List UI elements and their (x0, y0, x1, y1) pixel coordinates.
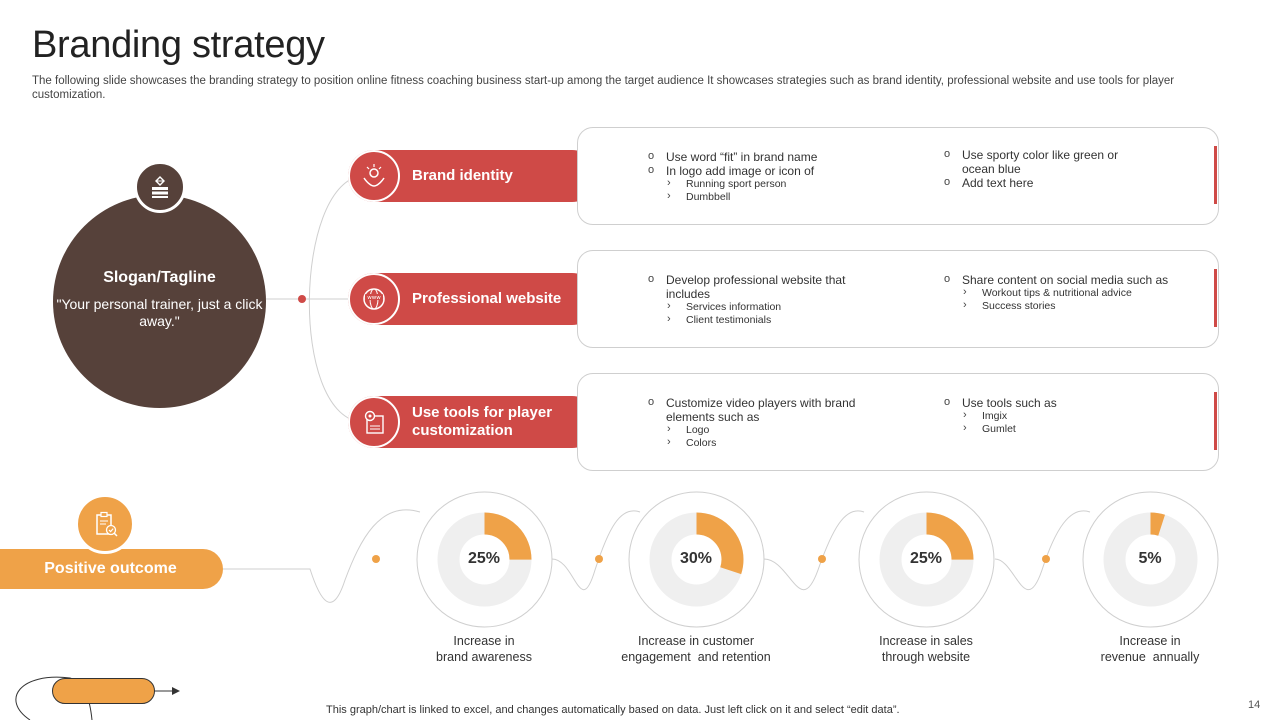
donut-segment (437, 512, 531, 606)
donut-chart: 30% (628, 491, 765, 628)
slogan-text: "Your personal trainer, just a click awa… (56, 296, 263, 329)
diamond-book-icon (134, 161, 186, 213)
donut-label-line: through website (881, 650, 971, 664)
wave-dot (372, 555, 380, 563)
strategy-label: Use tools for player customization (412, 404, 553, 439)
sub-item: Client testimonials (648, 313, 848, 327)
page-subtitle: The following slide showcases the brandi… (32, 75, 1175, 101)
donut-chart: 25% (858, 491, 995, 628)
sub-item: Success stories (944, 299, 1194, 313)
slogan-circle: Slogan/Tagline "Your personal trainer, j… (53, 195, 266, 408)
bullet-item: Develop professional website that includ… (648, 272, 848, 301)
clipboard-check-icon (75, 494, 135, 554)
donut-label-line: Increase in (453, 634, 515, 648)
wave-dot (595, 555, 603, 563)
footer-note: This graph/chart is linked to excel, and… (326, 704, 900, 716)
donut-value: 5% (1138, 550, 1162, 567)
strategy-card-brand-identity: Use word “fit” in brand name In logo add… (577, 127, 1219, 225)
donut-outline (1082, 491, 1218, 627)
gear-document-icon (348, 396, 400, 448)
wave-dot (1042, 555, 1050, 563)
card-column: Use tools such as Imgix Gumlet (944, 395, 1194, 436)
bullet-item: Customize video players with brand eleme… (648, 395, 863, 424)
donut-segment (879, 512, 973, 606)
strategy-label: Brand identity (412, 167, 513, 184)
card-column: Develop professional website that includ… (648, 272, 848, 327)
donut-segment (649, 512, 743, 606)
donut-chart: 25% (416, 491, 553, 628)
sub-item: Services information (648, 300, 848, 314)
sub-item: Dumbbell (648, 190, 878, 204)
donut-label-line: brand awareness (436, 650, 532, 664)
page-number: 14 (1248, 699, 1261, 711)
bullet-item: Share content on social media such as (944, 272, 1194, 287)
wave-dot (818, 555, 826, 563)
donut-label-line: Increase in customer (637, 634, 755, 648)
card-column: Use word “fit” in brand name In logo add… (648, 149, 878, 204)
strategy-card-professional-website: Develop professional website that includ… (577, 250, 1219, 348)
donut-label: Increase in brand awareness (384, 633, 584, 665)
sub-item: Imgix (944, 409, 1194, 423)
donut-outline (416, 491, 552, 627)
bullet-item: Use sporty color like green or ocean blu… (944, 147, 1144, 176)
card-accent (1214, 146, 1217, 204)
sub-item: Workout tips & nutritional advice (944, 286, 1194, 300)
donut-label-line: Increase in sales (879, 634, 973, 648)
donut-label-line: revenue annually (1100, 650, 1200, 664)
strategy-pill-professional-website: www Professional website (348, 273, 598, 325)
corner-decoration-pill (52, 678, 155, 704)
card-column: Share content on social media such as Wo… (944, 272, 1194, 313)
donut-value: 25% (909, 550, 943, 567)
donut-outline (628, 491, 764, 627)
bullet-item: Use tools such as (944, 395, 1194, 410)
hands-award-icon (348, 150, 400, 202)
donut-value: 25% (467, 550, 501, 567)
strategy-pill-player-customization: Use tools for player customization (348, 396, 598, 448)
donut-value: 30% (679, 550, 713, 567)
donut-label: Increase in revenue annually (1050, 633, 1250, 665)
sub-item: Gumlet (944, 422, 1194, 436)
donut-label-line: Increase in (1119, 634, 1181, 648)
card-column: Use sporty color like green or ocean blu… (944, 147, 1144, 190)
donut-segment (1103, 512, 1197, 606)
strategy-label: Professional website (412, 290, 562, 307)
page-title: Branding strategy (32, 24, 325, 66)
www-globe-icon: www (348, 273, 400, 325)
bullet-item: In logo add image or icon of (648, 163, 878, 178)
slogan-title: Slogan/Tagline (103, 269, 216, 286)
donut-label: Increase in sales through website (826, 633, 1026, 665)
card-accent (1214, 392, 1217, 450)
svg-text:www: www (367, 295, 381, 301)
sub-item: Running sport person (648, 177, 878, 191)
donut-outline (858, 491, 994, 627)
bullet-item: Add text here (944, 175, 1144, 190)
positive-outcome-label: Positive outcome (0, 549, 223, 589)
donut-label: Increase in customer engagement and reten… (596, 633, 796, 665)
bullet-item: Use word “fit” in brand name (648, 149, 878, 164)
card-column: Customize video players with brand eleme… (648, 395, 863, 450)
donut-chart: 5% (1082, 491, 1219, 628)
strategy-card-player-customization: Customize video players with brand eleme… (577, 373, 1219, 471)
sub-item: Colors (648, 436, 863, 450)
strategy-pill-brand-identity: Brand identity (348, 150, 598, 202)
connector-dot (298, 295, 306, 303)
sub-item: Logo (648, 423, 863, 437)
card-accent (1214, 269, 1217, 327)
donut-label-line: engagement and retention (621, 650, 771, 664)
